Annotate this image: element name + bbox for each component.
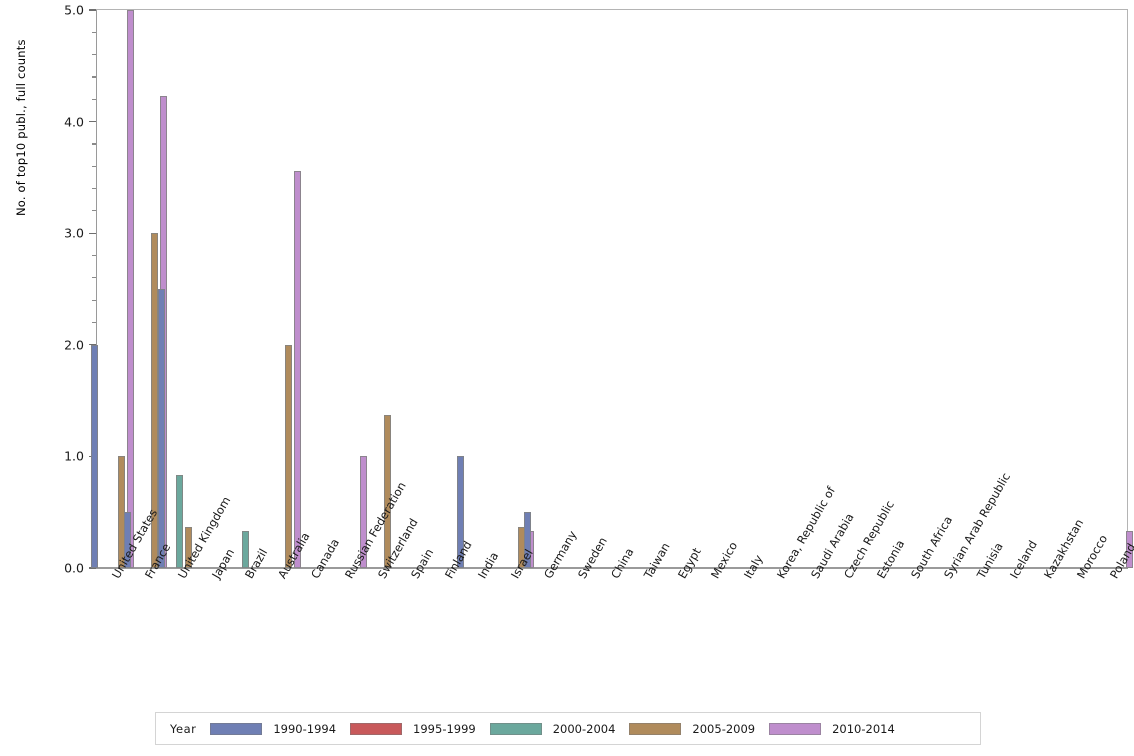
y-axis-minor-tick: [92, 277, 96, 279]
legend-label: 1995-1999: [413, 721, 476, 736]
legend-entry[interactable]: 1990-1994: [210, 722, 336, 736]
bar: [242, 531, 250, 568]
legend-color-swatch: [769, 722, 822, 735]
y-axis-minor-tick: [92, 165, 96, 167]
y-axis-tick-label: 5.0: [64, 2, 84, 18]
y-axis-tick: [89, 232, 96, 234]
y-axis-minor-tick: [92, 299, 96, 301]
y-axis-minor-tick: [92, 143, 96, 145]
legend-label: 2000-2004: [552, 721, 616, 736]
y-axis-tick-label: 4.0: [64, 114, 84, 130]
legend-title: Year: [170, 721, 197, 736]
bar: [175, 475, 183, 568]
bar: [293, 170, 301, 568]
legend-entry[interactable]: 1995-1999: [350, 722, 476, 736]
legend-entry[interactable]: 2005-2009: [629, 722, 755, 736]
legend-entry[interactable]: 2000-2004: [489, 721, 616, 736]
y-axis-minor-tick: [92, 98, 96, 100]
bar: [523, 512, 531, 568]
legend-color-swatch: [489, 722, 542, 735]
legend-color-swatch: [350, 722, 403, 735]
y-axis-line: [96, 10, 97, 568]
plot-border-top: [96, 9, 1128, 10]
bar: [124, 512, 132, 568]
bar: [360, 456, 368, 568]
y-axis-tick: [89, 344, 96, 346]
bar: [157, 289, 165, 568]
y-axis-minor-tick: [92, 31, 96, 33]
y-axis-tick-label: 1.0: [64, 448, 84, 464]
legend-entries: 1990-1994 1995-1999 2000-2004 2005-2009 2010…: [210, 722, 908, 736]
legend-label: 2010-2014: [832, 721, 895, 736]
bar: [457, 456, 465, 568]
legend-label: 2005-2009: [692, 721, 756, 736]
y-axis-tick: [89, 120, 96, 123]
bar: [1125, 531, 1133, 568]
bar: [184, 526, 192, 568]
y-axis-minor-tick: [92, 76, 96, 78]
y-axis-minor-tick: [92, 210, 96, 212]
legend-label: 1990-1994: [273, 721, 337, 736]
x-axis-line: [96, 567, 1128, 569]
y-axis-tick-label: 3.0: [64, 225, 84, 241]
y-axis-tick-label: 2.0: [64, 337, 84, 353]
bar: [127, 10, 135, 568]
legend-color-swatch: [629, 722, 682, 735]
y-axis-tick-label: 0.0: [64, 560, 84, 576]
legend-entry[interactable]: 2010-2014: [769, 722, 895, 736]
y-axis-minor-tick: [92, 321, 96, 324]
plot-border-right: [1127, 10, 1128, 568]
plot-area: [91, 10, 1133, 568]
y-axis-minor-tick: [92, 54, 96, 56]
bar: [91, 344, 99, 568]
x-axis-tick-labels: United States France United Kingdom Japan Br…: [0, 470, 1134, 698]
y-axis-ticks: 0.0 1.0 2.0 3.0 4.0 5.0: [0, 0, 96, 578]
bar: [384, 415, 392, 568]
legend: Year 1990-1994 1995-1999 2000-2004 2005-200…: [155, 712, 981, 745]
y-axis-minor-tick: [92, 254, 96, 257]
bar: [284, 344, 292, 568]
legend-color-swatch: [210, 722, 263, 735]
y-axis-minor-tick: [92, 187, 96, 190]
y-axis-tick: [89, 9, 96, 11]
